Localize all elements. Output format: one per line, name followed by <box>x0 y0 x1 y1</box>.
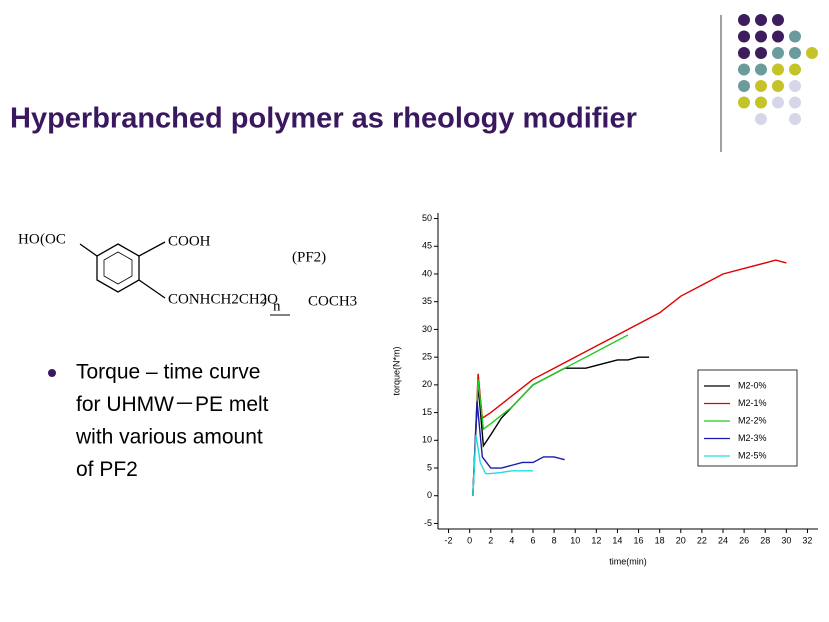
chem-label: n <box>273 298 281 314</box>
dot <box>772 30 784 43</box>
bond <box>79 243 98 257</box>
x-tick-label: 2 <box>488 535 493 545</box>
bullet-line: for UHMW－PE melt <box>76 393 269 416</box>
decoration <box>738 14 818 125</box>
dot <box>789 96 801 109</box>
x-axis-label: time(min) <box>609 556 647 566</box>
x-tick-label: 12 <box>591 535 601 545</box>
chem-label: (OC <box>40 231 66 247</box>
bullet-line: Torque – time curve <box>76 361 260 384</box>
legend-label: M2-1% <box>738 398 767 408</box>
x-tick-label: 18 <box>655 535 665 545</box>
y-tick-label: 10 <box>422 435 432 445</box>
y-tick-label: -5 <box>424 518 432 528</box>
bullet-line: with various amount <box>75 426 263 449</box>
x-tick-label: 10 <box>570 535 580 545</box>
x-tick-label: 0 <box>467 535 472 545</box>
series-line <box>472 259 787 496</box>
x-tick-label: 24 <box>718 535 728 545</box>
y-axis-label: torque(N*m) <box>391 346 401 395</box>
y-tick-label: 15 <box>422 407 432 417</box>
chem-label: HO <box>18 231 40 247</box>
benzene-inner <box>103 251 133 285</box>
y-tick-label: 35 <box>422 296 432 306</box>
dot <box>738 63 750 76</box>
x-tick-label: 14 <box>612 535 622 545</box>
benzene-ring <box>96 243 140 293</box>
legend-label: M2-3% <box>738 433 767 443</box>
x-tick-label: -2 <box>445 535 453 545</box>
dot <box>738 47 750 59</box>
dot <box>738 30 750 43</box>
chem-label: COCH3 <box>308 293 357 309</box>
y-tick-label: 50 <box>422 213 432 223</box>
x-tick-label: 32 <box>802 535 812 545</box>
x-tick-label: 6 <box>530 535 535 545</box>
x-tick-label: 30 <box>781 535 791 545</box>
legend-label: M2-5% <box>738 450 767 460</box>
dot <box>772 96 784 109</box>
legend-label: M2-0% <box>738 380 767 390</box>
dot <box>738 80 750 92</box>
chem-label: CONHCH2CH2O <box>168 291 278 307</box>
dot <box>772 14 784 26</box>
bullet-text: Torque – time curve for UHMW－PE melt with … <box>75 361 269 482</box>
legend-label: M2-2% <box>738 415 767 425</box>
dot <box>789 30 801 43</box>
dot <box>755 30 767 43</box>
dot <box>738 14 750 26</box>
dot <box>772 63 784 76</box>
dot <box>789 63 801 76</box>
dot <box>755 47 767 59</box>
chem-label: (PF2) <box>292 249 326 265</box>
x-tick-label: 4 <box>509 535 514 545</box>
y-tick-label: 40 <box>422 268 432 278</box>
dot <box>772 47 784 59</box>
x-tick-label: 16 <box>634 535 644 545</box>
dot <box>755 14 767 26</box>
chem-label: ) <box>262 291 267 307</box>
y-tick-label: 20 <box>422 379 432 389</box>
series-line <box>472 401 565 496</box>
chem-label: COOH <box>168 233 211 249</box>
y-tick-label: 0 <box>427 490 432 500</box>
x-tick-label: 22 <box>697 535 707 545</box>
series-line <box>472 356 650 496</box>
y-tick-label: 25 <box>422 352 432 362</box>
x-tick-label: 20 <box>676 535 686 545</box>
x-tick-label: 8 <box>552 535 557 545</box>
dot <box>738 96 750 109</box>
dot <box>806 47 818 59</box>
bond <box>138 241 166 257</box>
y-tick-label: 45 <box>422 241 432 251</box>
dot <box>789 80 801 92</box>
dot <box>755 96 767 109</box>
bullet-line: of PF2 <box>76 458 138 481</box>
chemical-structure: HO (OC COOH (PF2) CONHCH2CH2O) n COCH3 <box>18 231 357 316</box>
bullet-dot <box>48 369 56 377</box>
series-line <box>472 334 629 496</box>
dot <box>755 63 767 76</box>
dot <box>755 113 767 125</box>
dot <box>755 80 767 92</box>
dot <box>789 113 801 125</box>
x-tick-label: 26 <box>739 535 749 545</box>
y-tick-label: 30 <box>422 324 432 334</box>
series-line <box>472 434 533 496</box>
slide-title: Hyperbranched polymer as rheology modifi… <box>10 103 637 135</box>
bond <box>138 279 166 299</box>
y-tick-label: 5 <box>427 462 432 472</box>
dot <box>789 47 801 59</box>
dot <box>772 80 784 92</box>
x-tick-label: 28 <box>760 535 770 545</box>
